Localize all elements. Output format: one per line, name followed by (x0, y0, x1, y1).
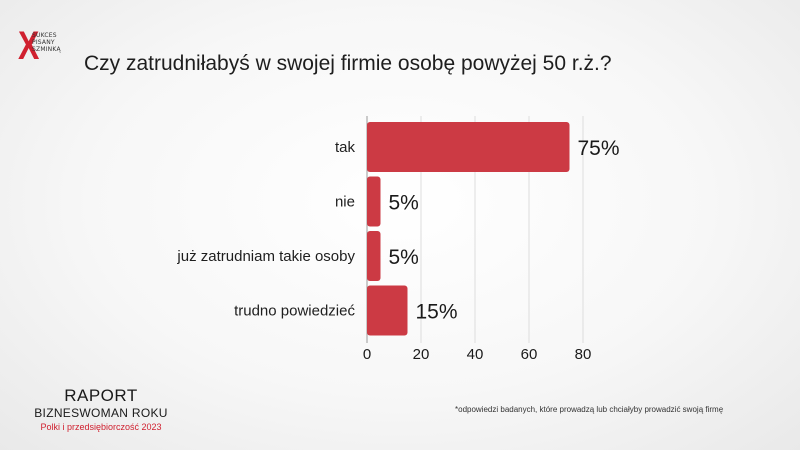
x-tick-label: 60 (521, 346, 538, 363)
category-label: tak (335, 139, 356, 156)
logo-line: SUKCES (32, 32, 57, 39)
brand-line-3: Polki i przedsiębiorczość 2023 (40, 422, 162, 432)
chart-title: Czy zatrudniłabyś w swojej firmie osobę … (84, 52, 612, 75)
brand-line-2: BIZNESWOMAN ROKU (34, 406, 168, 420)
x-tick-label: 0 (363, 346, 371, 363)
category-label: już zatrudniam takie osoby (176, 248, 355, 265)
x-tick-label: 80 (575, 346, 592, 363)
footnote: *odpowiedzi badanych, które prowadzą lub… (455, 405, 724, 414)
bar (367, 176, 381, 227)
brand-line-1: RAPORT (64, 386, 138, 405)
bar (367, 122, 570, 172)
bar (367, 231, 381, 281)
x-tick-label: 40 (467, 346, 484, 363)
bar (367, 285, 408, 336)
value-label: 5% (389, 246, 419, 269)
logo-mark: X (18, 24, 40, 68)
x-tick-label: 20 (413, 346, 430, 363)
category-label: trudno powiedzieć (234, 303, 355, 320)
category-label: nie (335, 194, 355, 211)
value-label: 5% (389, 192, 419, 215)
logo: X SUKCES PISANY SZMINKĄ (18, 26, 88, 66)
logo-line: SZMINKĄ (32, 46, 61, 53)
value-label: 15% (416, 301, 458, 324)
value-label: 75% (578, 137, 620, 160)
logo-text: SUKCES PISANY SZMINKĄ (32, 32, 61, 53)
report-brand: RAPORT BIZNESWOMAN ROKU Polki i przedsię… (12, 386, 190, 434)
logo-line: PISANY (32, 39, 55, 46)
